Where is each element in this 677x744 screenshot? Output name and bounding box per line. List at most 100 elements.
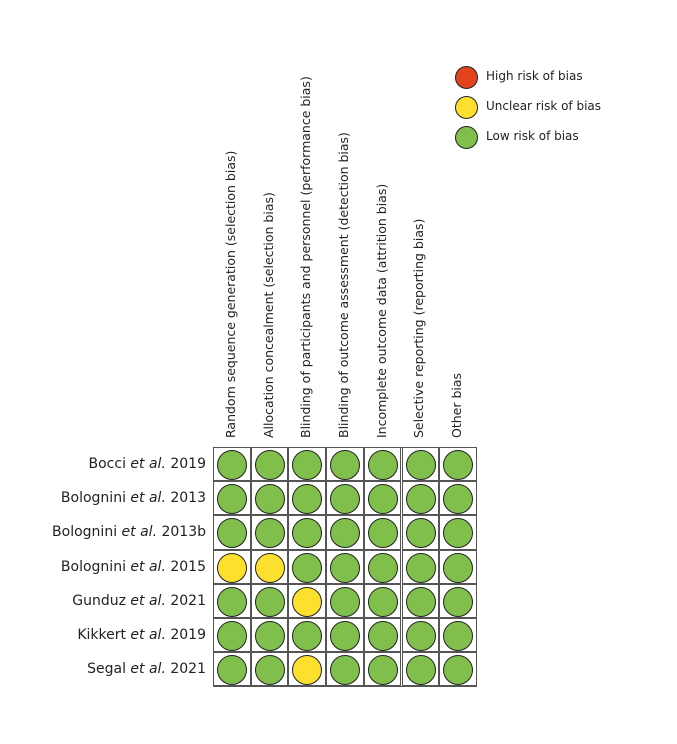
rating-cell xyxy=(363,652,402,687)
rating-low-dot xyxy=(405,655,436,686)
study-year: 2021 xyxy=(170,661,206,678)
study-author: Gunduz xyxy=(72,592,126,609)
study-etal: et al. xyxy=(130,627,166,643)
rating-cell xyxy=(326,481,364,516)
rating-cell xyxy=(439,447,477,482)
rating-low-dot xyxy=(254,518,285,549)
rating-cell xyxy=(401,618,440,653)
study-year: 2013 xyxy=(170,490,206,507)
rating-low-dot xyxy=(443,552,474,583)
study-year: 2019 xyxy=(170,456,206,472)
rating-cell xyxy=(326,515,364,550)
rating-cell xyxy=(439,618,477,653)
rating-unclear-dot xyxy=(254,552,285,583)
study-etal: et al. xyxy=(130,558,166,575)
rating-cell xyxy=(250,652,289,687)
rating-cell xyxy=(401,652,440,687)
study-author: Bolognini xyxy=(60,490,126,507)
column-header-label: Other bias xyxy=(449,372,465,438)
rating-unclear-dot xyxy=(217,552,247,583)
rating-low-dot xyxy=(443,518,474,549)
rating-grid xyxy=(213,447,477,687)
study-etal: et al. xyxy=(130,456,166,472)
rating-cell xyxy=(401,515,440,550)
rating-cell xyxy=(363,481,402,516)
rating-low-dot xyxy=(443,655,474,686)
rating-cell xyxy=(401,583,440,618)
rating-cell xyxy=(326,652,364,687)
rating-cell xyxy=(363,447,402,482)
rating-cell xyxy=(250,549,289,584)
rating-low-dot xyxy=(217,518,247,549)
rating-low-dot xyxy=(254,450,285,480)
column-header-label: Selective reporting (reporting bias) xyxy=(411,218,427,438)
rating-low-dot xyxy=(254,586,285,617)
rating-low-dot xyxy=(254,621,285,651)
rating-cell xyxy=(439,652,477,687)
rating-cell xyxy=(363,583,402,618)
rating-cell xyxy=(250,515,289,550)
rating-cell xyxy=(288,481,327,516)
rating-low-dot xyxy=(367,655,398,686)
rating-cell xyxy=(288,583,327,618)
legend-label: Unclear risk of bias xyxy=(486,99,602,113)
study-label: Bolognini et al. 2013 xyxy=(61,481,206,515)
rating-cell xyxy=(250,447,289,482)
study-label: Gunduz et al. 2021 xyxy=(72,584,206,618)
rating-cell xyxy=(326,549,364,584)
rating-low-dot xyxy=(217,450,247,480)
rating-low-dot xyxy=(217,484,247,515)
rating-low-dot xyxy=(292,552,323,583)
study-author: Bocci xyxy=(88,456,126,472)
rating-low-dot xyxy=(330,552,361,583)
column-header-label: Blinding of outcome assessment (detectio… xyxy=(335,132,351,438)
study-author: Bolognini xyxy=(52,524,118,541)
rating-low-dot xyxy=(330,586,361,617)
rating-low-dot xyxy=(367,450,398,480)
rating-cell xyxy=(326,583,364,618)
rating-cell xyxy=(288,549,327,584)
rating-low-dot xyxy=(330,621,361,651)
rating-low-dot xyxy=(330,450,361,480)
rating-cell xyxy=(213,583,251,618)
column-header-label: Allocation concealment (selection bias) xyxy=(260,192,276,438)
rating-cell xyxy=(213,652,251,687)
study-etal: et al. xyxy=(130,661,166,678)
study-etal: et al. xyxy=(130,592,166,609)
rating-cell xyxy=(213,549,251,584)
rating-cell xyxy=(363,515,402,550)
rating-cell xyxy=(401,447,440,482)
study-etal: et al. xyxy=(121,524,158,541)
legend-low-dot xyxy=(455,126,478,149)
rating-low-dot xyxy=(330,518,361,549)
rating-cell xyxy=(288,515,327,550)
rating-low-dot xyxy=(292,518,323,549)
study-year: 2015 xyxy=(170,558,206,575)
rating-low-dot xyxy=(292,484,323,515)
rating-low-dot xyxy=(292,621,323,651)
study-year: 2021 xyxy=(170,592,206,609)
rating-low-dot xyxy=(254,484,285,515)
rating-cell xyxy=(288,447,327,482)
column-header-label: Random sequence generation (selection bi… xyxy=(222,150,238,438)
rating-low-dot xyxy=(405,621,436,651)
rating-low-dot xyxy=(254,655,285,686)
rating-cell xyxy=(439,583,477,618)
rating-low-dot xyxy=(367,552,398,583)
legend-unclear-dot xyxy=(455,96,478,119)
study-label: Segal et al. 2021 xyxy=(87,652,206,686)
study-year: 2019 xyxy=(170,627,206,643)
rating-low-dot xyxy=(405,518,436,549)
rating-cell xyxy=(213,515,251,550)
study-author: Segal xyxy=(87,661,126,678)
rating-cell xyxy=(213,618,251,653)
legend-label: Low risk of bias xyxy=(486,129,579,143)
rating-low-dot xyxy=(405,586,436,617)
column-header-label: Blinding of participants and personnel (… xyxy=(298,76,314,438)
rating-low-dot xyxy=(405,450,436,480)
rating-low-dot xyxy=(367,586,398,617)
study-label: Bocci et al. 2019 xyxy=(89,447,207,481)
rating-cell xyxy=(326,618,364,653)
study-year: 2013b xyxy=(161,524,206,541)
